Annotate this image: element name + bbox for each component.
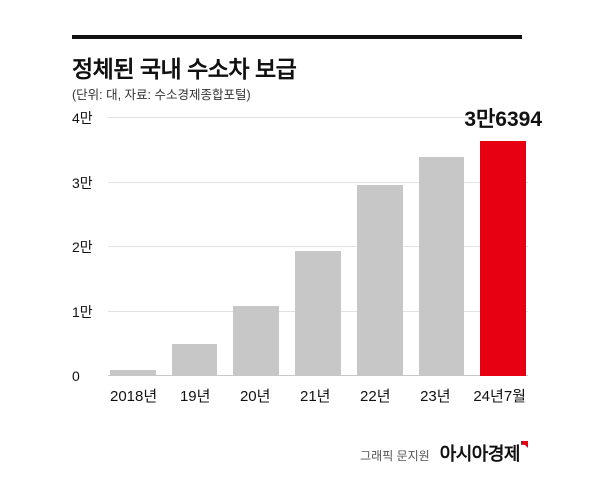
y-tick-label: 0 bbox=[72, 368, 80, 384]
x-tick-label: 19년 bbox=[179, 388, 211, 405]
bar-2018년 bbox=[110, 370, 156, 376]
bar-23년 bbox=[418, 157, 465, 376]
gridline bbox=[108, 246, 528, 247]
x-tick-label: 24년7월 bbox=[473, 388, 526, 405]
x-tick-label: 20년 bbox=[239, 388, 271, 405]
bar-20년 bbox=[233, 306, 280, 376]
gridline bbox=[108, 181, 528, 183]
bar-24년7월 bbox=[480, 141, 527, 376]
gridline bbox=[108, 117, 528, 118]
brand-logo: 아시아경제 bbox=[440, 440, 528, 466]
x-tick-label: 23년 bbox=[420, 388, 451, 405]
bar-slot: 3만6394 bbox=[464, 108, 542, 376]
chart-subtitle: (단위: 대, 자료: 수소경제종합포털) bbox=[72, 88, 251, 102]
brand-text: 아시아경제 bbox=[439, 444, 521, 464]
x-tick-label: 2018년 bbox=[110, 388, 158, 405]
bar-chart: 0 1만 2만 3만 4만 3만6394 2018년 19년 20년 21년 22년 23년 24년7… bbox=[72, 108, 542, 406]
chart-plot-area: 0 1만 2만 3만 4만 3만6394 bbox=[72, 108, 542, 383]
bar-slot bbox=[233, 306, 280, 376]
bar-21년 bbox=[295, 251, 341, 376]
bar-slot bbox=[171, 344, 218, 376]
bar-slot bbox=[418, 157, 465, 376]
bar-19년 bbox=[171, 344, 218, 376]
x-tick-label: 22년 bbox=[360, 388, 391, 405]
x-tick-label: 21년 bbox=[300, 388, 331, 405]
bar-slot bbox=[110, 370, 156, 376]
x-axis-labels: 2018년 19년 20년 21년 22년 23년 24년7월 bbox=[108, 385, 528, 406]
page-title: 정체된 국내 수소차 보급 bbox=[72, 56, 297, 82]
value-annotation: 3만6394 bbox=[464, 108, 543, 131]
top-rule bbox=[72, 35, 522, 39]
bar-22년 bbox=[356, 185, 403, 376]
y-tick-label: 2만 bbox=[72, 239, 93, 255]
footer: 그래픽 문지원 아시아경제 bbox=[360, 440, 528, 466]
y-tick-label: 3만 bbox=[72, 174, 93, 191]
bars-container: 3만6394 bbox=[108, 108, 542, 376]
y-tick-label: 4만 bbox=[72, 110, 93, 126]
y-tick-label: 1만 bbox=[72, 303, 93, 320]
credit-text: 그래픽 문지원 bbox=[360, 449, 430, 463]
bar-slot bbox=[356, 185, 403, 376]
bar-slot bbox=[295, 251, 341, 376]
brand-mark-icon bbox=[521, 441, 528, 448]
